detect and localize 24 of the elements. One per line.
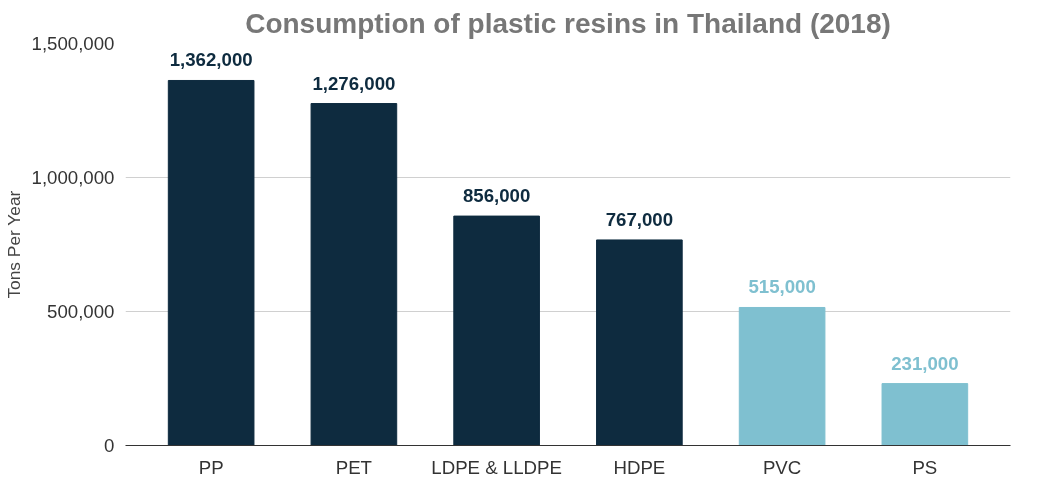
y-axis-title: Tons Per Year <box>3 190 24 299</box>
y-tick-label: 1,000,000 <box>31 167 115 188</box>
x-tick-label: PS <box>912 456 938 478</box>
x-tick-label: PET <box>335 456 373 478</box>
bar <box>881 383 969 446</box>
x-tick-label: PVC <box>762 456 802 478</box>
bar <box>453 215 540 446</box>
y-tick-label: 500,000 <box>47 301 115 322</box>
data-label: 856,000 <box>462 185 531 207</box>
data-label: 231,000 <box>891 352 959 374</box>
y-tick-label: 0 <box>104 435 115 456</box>
data-label: 767,000 <box>605 208 674 230</box>
chart-title: Consumption of plastic resins in Thailand (2018) <box>245 7 891 39</box>
y-tick-label: 1,500,000 <box>31 33 115 54</box>
data-label: 1,362,000 <box>169 49 253 71</box>
data-label: 1,276,000 <box>312 72 396 94</box>
data-label: 515,000 <box>748 276 816 298</box>
bar <box>167 79 255 446</box>
bar <box>596 239 683 446</box>
x-tick-label: PP <box>198 456 224 478</box>
bar <box>738 306 826 446</box>
x-tick-label: LDPE & LLDPE <box>431 456 562 478</box>
x-tick-label: HDPE <box>613 456 666 478</box>
bar <box>310 103 398 446</box>
